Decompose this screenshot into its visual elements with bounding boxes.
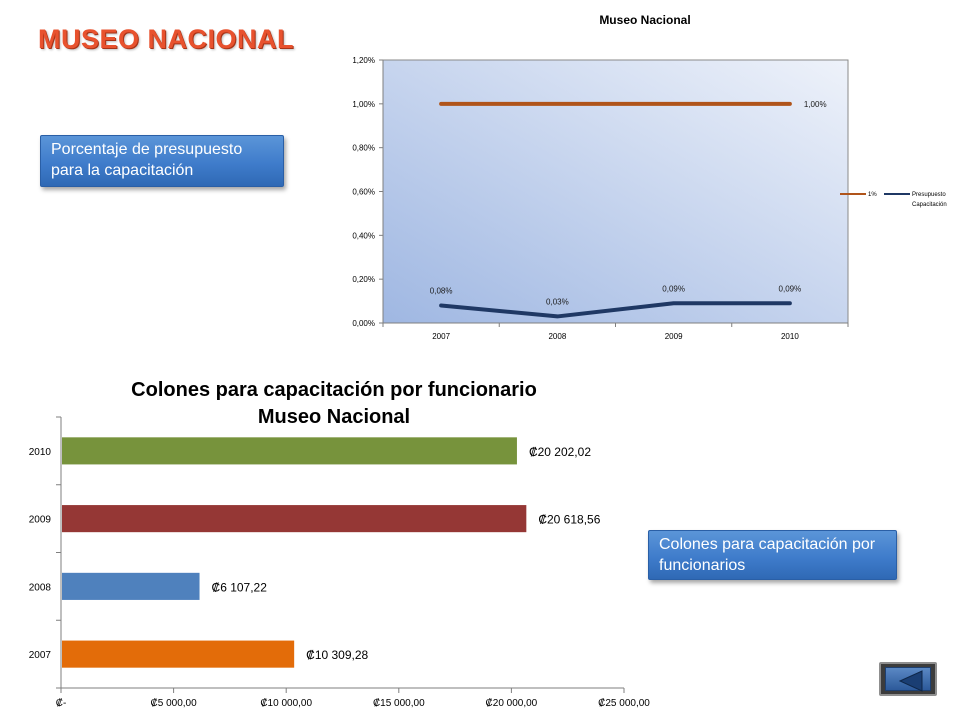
bar-category-label: 2009 xyxy=(29,515,52,526)
line-data-label: 1,00% xyxy=(804,100,827,109)
line-y-tick-label: 0,00% xyxy=(352,319,375,328)
line-legend: 1% Presupuesto Capacitación xyxy=(840,192,947,208)
line-y-tick-label: 0,80% xyxy=(352,144,375,153)
line-x-tick-label: 2007 xyxy=(432,332,450,341)
bar-2009 xyxy=(62,505,527,533)
line-chart-title: Museo Nacional xyxy=(599,13,690,27)
bar-data-label: ₡20 202,02 xyxy=(529,445,591,459)
bar-data-label: ₡10 309,28 xyxy=(306,648,368,662)
bar-chart-subtitle: Museo Nacional xyxy=(258,406,410,428)
bar-category-label: 2008 xyxy=(29,582,52,593)
line-y-tick-label: 0,40% xyxy=(352,231,375,240)
line-x-tick-label: 2009 xyxy=(665,332,683,341)
bar-x-tick-label: ₡10 000,00 xyxy=(260,697,312,709)
bar-category-label: 2007 xyxy=(29,650,52,661)
bar-x-tick-label: ₡25 000,00 xyxy=(598,697,650,709)
slide-title: MUSEO NACIONAL xyxy=(38,24,294,54)
line-y-tick-label: 0,60% xyxy=(352,188,375,197)
back-button[interactable] xyxy=(879,662,937,696)
callout-percent-budget: Porcentaje de presupuesto para la capaci… xyxy=(40,135,284,187)
bar-2010 xyxy=(62,437,517,465)
line-x-tick-label: 2008 xyxy=(548,332,566,341)
bar-x-tick-label: ₡5 000,00 xyxy=(151,697,198,709)
callout-colones-per-employee: Colones para capacitación por funcionari… xyxy=(648,530,897,580)
bar-x-tick-label: ₡20 000,00 xyxy=(486,697,538,709)
bar-data-label: ₡20 618,56 xyxy=(538,513,600,527)
line-y-tick-label: 1,00% xyxy=(352,100,375,109)
bar-chart: Colones para capacitación por funcionari… xyxy=(29,379,651,709)
bar-chart-title: Colones para capacitación por funcionari… xyxy=(131,379,537,401)
bar-x-tick-label: ₡15 000,00 xyxy=(373,697,425,709)
legend-label-one-percent: 1% xyxy=(868,192,877,198)
line-data-label: 0,09% xyxy=(779,284,802,293)
line-data-label: 0,09% xyxy=(662,284,685,293)
line-series-presupuesto xyxy=(439,301,792,319)
legend-label-presupuesto-1: Presupuesto xyxy=(912,192,946,198)
back-button-face xyxy=(885,667,931,692)
back-arrow-icon xyxy=(898,670,923,692)
line-data-label: 0,03% xyxy=(546,297,569,306)
legend-label-presupuesto-2: Capacitación xyxy=(912,202,947,208)
line-data-label: 0,08% xyxy=(430,286,453,295)
line-x-tick-label: 2010 xyxy=(781,332,799,341)
bar-data-label: ₡6 107,22 xyxy=(212,580,268,594)
line-chart: Museo Nacional 0,00% 0,20% 0,40% 0,60% 0,80% 1… xyxy=(352,13,946,341)
bar-category-label: 2010 xyxy=(29,447,52,458)
line-y-tick-label: 1,20% xyxy=(352,56,375,65)
line-y-tick-label: 0,20% xyxy=(352,275,375,284)
bar-x-tick-label: ₡- xyxy=(56,697,67,709)
bar-2007 xyxy=(62,640,295,668)
bar-2008 xyxy=(62,572,200,600)
